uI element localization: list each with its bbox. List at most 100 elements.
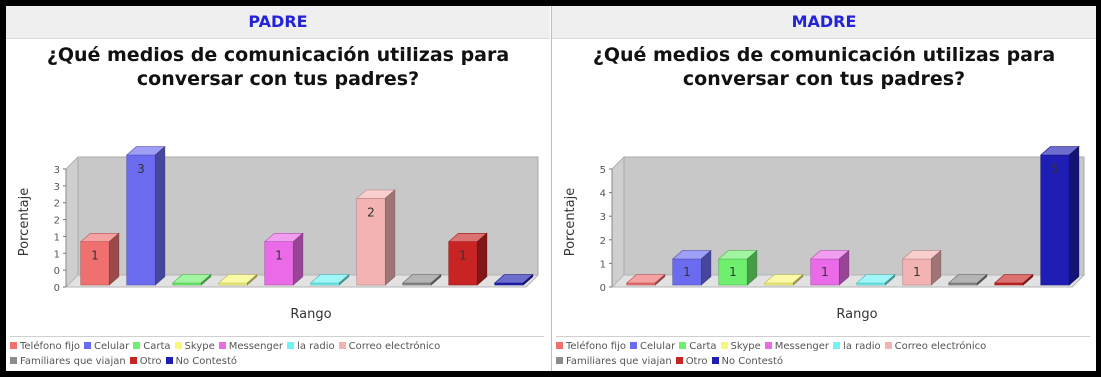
bar (79, 232, 120, 286)
chart-title-line1: ¿Qué medios de comunicación utilizas par… (46, 44, 510, 66)
y-axis-label: Porcentaje (563, 188, 578, 256)
legend-item: Familiares que viajan (10, 354, 126, 369)
legend-swatch (287, 342, 295, 349)
legend-label: Skype (730, 341, 761, 352)
legend-item: Celular (83, 339, 130, 354)
legend-label: Otro (139, 356, 162, 367)
y-tick-label: 0 (54, 266, 60, 277)
legend-item: Teléfono fijo (556, 339, 626, 354)
bar (355, 189, 396, 286)
bar (947, 273, 988, 286)
legend-swatch (833, 342, 841, 349)
panel-header: PADRE (6, 6, 550, 39)
bar-side (700, 249, 712, 286)
bar-data-label: 1 (91, 249, 99, 263)
legend-swatch (679, 342, 687, 349)
panel-madre: MADRE ¿Qué medios de comunicación utiliz… (551, 6, 1096, 371)
bar (125, 145, 166, 286)
bar-front (264, 241, 294, 286)
chart-legend: Teléfono fijo Celular Carta Skype Messenger l… (10, 336, 544, 369)
y-tick-label: 3 (54, 182, 60, 193)
bar-front (902, 258, 932, 286)
legend-swatch (165, 357, 173, 364)
legend-swatch (129, 357, 137, 364)
y-tick-label: 4 (600, 189, 606, 200)
bar-front (448, 241, 478, 286)
bar (901, 249, 942, 286)
bar (263, 232, 304, 286)
y-tick-label: 3 (54, 165, 60, 176)
bar-side (384, 189, 396, 286)
bar-side (246, 273, 258, 286)
y-tick-label: 0 (54, 283, 60, 294)
bar-side (746, 249, 758, 286)
bar-side (338, 273, 350, 286)
legend-label: Carta (689, 341, 717, 352)
legend-item: Messenger (764, 339, 829, 354)
chart-title: ¿Qué medios de comunicación utilizas par… (6, 43, 550, 91)
bar-side (930, 249, 942, 286)
legend-label: la radio (297, 341, 335, 352)
legend-swatch (133, 342, 141, 349)
legend-swatch (629, 342, 637, 349)
legend-item: Correo electrónico (884, 339, 986, 354)
bar-side (108, 232, 120, 286)
legend-swatch (218, 342, 226, 349)
bar-side (976, 273, 988, 286)
legend-item: Celular (629, 339, 675, 354)
chart-legend: Teléfono fijo Celular Carta Skype Messenger l… (556, 336, 1090, 369)
chart-title-line1: ¿Qué medios de comunicación utilizas par… (592, 44, 1056, 66)
bar (401, 273, 442, 286)
bar (855, 273, 896, 286)
panel-padre: PADRE ¿Qué medios de comunicación utiliz… (6, 6, 550, 371)
legend-label: Familiares que viajan (20, 356, 126, 367)
bar-data-label: 2 (367, 205, 375, 219)
legend-swatch (338, 342, 346, 349)
bar-side (476, 232, 488, 286)
legend-label: Skype (184, 341, 215, 352)
bar-front (80, 241, 110, 286)
bar (171, 273, 212, 286)
legend-swatch (556, 357, 563, 364)
bar-data-label: 1 (821, 265, 829, 279)
bar-chart-madre: 0 1 2 3 4 5 Porcentaje Rango 1 1 1 1 5 (563, 145, 1086, 322)
legend-swatch (10, 357, 17, 364)
legend-swatch (675, 357, 683, 364)
bar-side (884, 273, 896, 286)
bar-side (292, 232, 304, 286)
legend-label: No Contestó (721, 356, 784, 367)
legend-label: Carta (143, 341, 171, 352)
bar-data-label: 3 (137, 162, 145, 176)
legend-item: No Contestó (165, 354, 237, 369)
y-tick-label: 1 (54, 232, 60, 243)
y-tick-label: 3 (600, 212, 606, 223)
bar-side (792, 273, 804, 286)
chart-title: ¿Qué medios de comunicación utilizas par… (552, 43, 1096, 91)
bar-side (1068, 145, 1080, 286)
bar-front (126, 154, 156, 286)
legend-item: Familiares que viajan (556, 354, 672, 369)
legend-item: Carta (133, 339, 171, 354)
chart-title-line2: conversar con tus padres? (136, 68, 420, 90)
bar (493, 273, 534, 286)
bar (447, 232, 488, 286)
legend-label: Otro (685, 356, 708, 367)
legend-item: Skype (720, 339, 761, 354)
y-tick-label: 5 (600, 165, 606, 176)
bar-side (430, 273, 442, 286)
legend-item: Carta (679, 339, 717, 354)
bar-chart-padre: 0 0 1 1 2 2 3 3 Porcentaje Rango 1 3 1 2 1 (17, 145, 540, 322)
legend-swatch (556, 342, 563, 349)
legend-label: Teléfono fijo (20, 341, 80, 352)
bar-front (1040, 154, 1070, 286)
legend-item: Skype (174, 339, 215, 354)
y-tick-label: 1 (54, 249, 60, 260)
legend-swatch (764, 342, 772, 349)
bar-side (200, 273, 212, 286)
bar (217, 273, 258, 286)
legend-label: Celular (93, 341, 130, 352)
bar-side (522, 273, 534, 286)
legend-item: Teléfono fijo (10, 339, 80, 354)
x-axis-label: Rango (836, 307, 877, 322)
chart-frame: PADRE ¿Qué medios de comunicación utiliz… (6, 6, 1096, 371)
